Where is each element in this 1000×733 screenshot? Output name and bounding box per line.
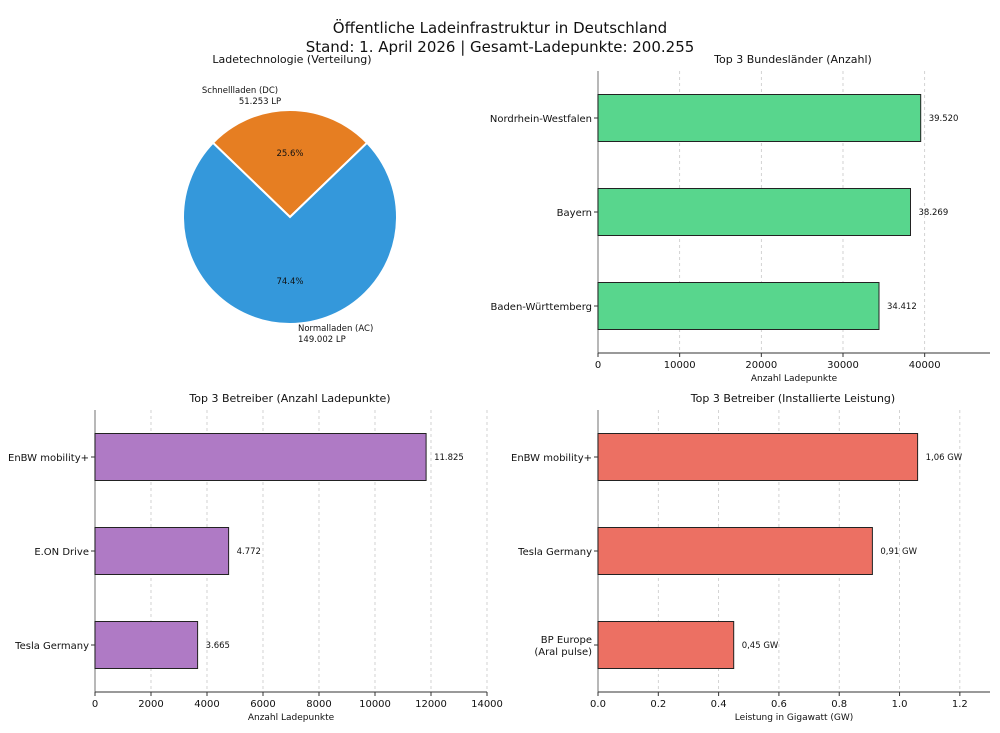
category-label: BP Europe (Aral pulse) xyxy=(534,635,592,658)
x-tick-label: 4000 xyxy=(194,699,219,710)
figure-subtitle: Stand: 1. April 2026 | Gesamt-Ladepunkte… xyxy=(306,38,695,56)
bar xyxy=(597,433,919,481)
category-label: Bayern xyxy=(557,208,592,219)
pie-pct-label: 25.6% xyxy=(276,149,303,159)
pie-pct-label: 74.4% xyxy=(276,277,303,287)
bar-value-label: 38.269 xyxy=(919,208,949,218)
x-tick-label: 6000 xyxy=(250,699,275,710)
pie-slice-name: Schnellladen (DC) xyxy=(202,86,278,96)
figure-title: Öffentliche Ladeinfrastruktur in Deutsch… xyxy=(333,18,667,37)
bar-value-label: 3.665 xyxy=(206,641,230,651)
x-tick-label: 1.0 xyxy=(892,699,908,710)
category-label: Tesla Germany xyxy=(14,641,89,652)
x-tick-label: 12000 xyxy=(415,699,447,710)
pie-slice-value: 149.002 LP xyxy=(298,335,346,345)
x-tick-label: 14000 xyxy=(471,699,503,710)
bar xyxy=(597,527,873,575)
bar xyxy=(597,188,911,236)
x-tick-label: 40000 xyxy=(909,360,941,371)
x-tick-label: 0.2 xyxy=(650,699,666,710)
category-label: Tesla Germany xyxy=(517,547,592,558)
bar-chart-states: Top 3 Bundesländer (Anzahl) 0 10000 20000 3… xyxy=(490,53,990,384)
x-tick-label: 0.6 xyxy=(771,699,787,710)
category-label: E.ON Drive xyxy=(34,547,89,558)
bar xyxy=(94,433,427,481)
x-axis-label: Anzahl Ladepunkte xyxy=(248,713,335,723)
category-label: EnBW mobility+ xyxy=(8,453,89,464)
x-axis-label: Leistung in Gigawatt (GW) xyxy=(735,713,854,723)
bar xyxy=(597,94,922,142)
x-tick-label: 0.4 xyxy=(711,699,727,710)
pie-slice-dc xyxy=(211,108,369,219)
pie-slice-value: 51.253 LP xyxy=(239,97,281,107)
bar xyxy=(94,527,230,575)
pie-chart-technology: Ladetechnologie (Verteilung) 25.6% Schnel… xyxy=(182,53,398,345)
category-label: Nordrhein-Westfalen xyxy=(490,114,592,125)
category-label: EnBW mobility+ xyxy=(511,453,592,464)
bar xyxy=(597,621,735,669)
operators-count-title: Top 3 Betreiber (Anzahl Ladepunkte) xyxy=(188,392,390,405)
bar-chart-operators-power: Top 3 Betreiber (Installierte Leistung) … xyxy=(511,392,990,723)
states-title: Top 3 Bundesländer (Anzahl) xyxy=(713,53,872,66)
bar-chart-operators-count: Top 3 Betreiber (Anzahl Ladepunkte) 0 200… xyxy=(8,392,503,723)
bar-value-label: 39.520 xyxy=(929,114,959,124)
bar xyxy=(597,282,880,330)
bar-value-label: 0,91 GW xyxy=(880,547,917,557)
bar-value-label: 1,06 GW xyxy=(926,453,963,463)
bar xyxy=(94,621,199,669)
bar-value-label: 11.825 xyxy=(434,453,464,463)
x-tick-label: 0 xyxy=(92,699,98,710)
x-tick-label: 20000 xyxy=(745,360,777,371)
bar-value-label: 4.772 xyxy=(237,547,261,557)
x-tick-label: 8000 xyxy=(306,699,331,710)
x-tick-label: 0.8 xyxy=(831,699,847,710)
x-tick-label: 2000 xyxy=(138,699,163,710)
pie-slice-ac xyxy=(182,141,398,325)
bar-value-label: 0,45 GW xyxy=(742,641,779,651)
x-axis-label: Anzahl Ladepunkte xyxy=(751,374,838,384)
x-tick-label: 10000 xyxy=(664,360,696,371)
x-tick-label: 30000 xyxy=(827,360,859,371)
category-label: Baden-Württemberg xyxy=(490,302,592,313)
x-tick-label: 0 xyxy=(595,360,601,371)
operators-power-title: Top 3 Betreiber (Installierte Leistung) xyxy=(690,392,895,405)
pie-slice-name: Normalladen (AC) xyxy=(298,324,373,334)
pie-title: Ladetechnologie (Verteilung) xyxy=(212,53,371,66)
bar-value-label: 34.412 xyxy=(887,302,917,312)
x-tick-label: 1.2 xyxy=(952,699,968,710)
x-tick-label: 10000 xyxy=(359,699,391,710)
x-tick-label: 0.0 xyxy=(590,699,606,710)
